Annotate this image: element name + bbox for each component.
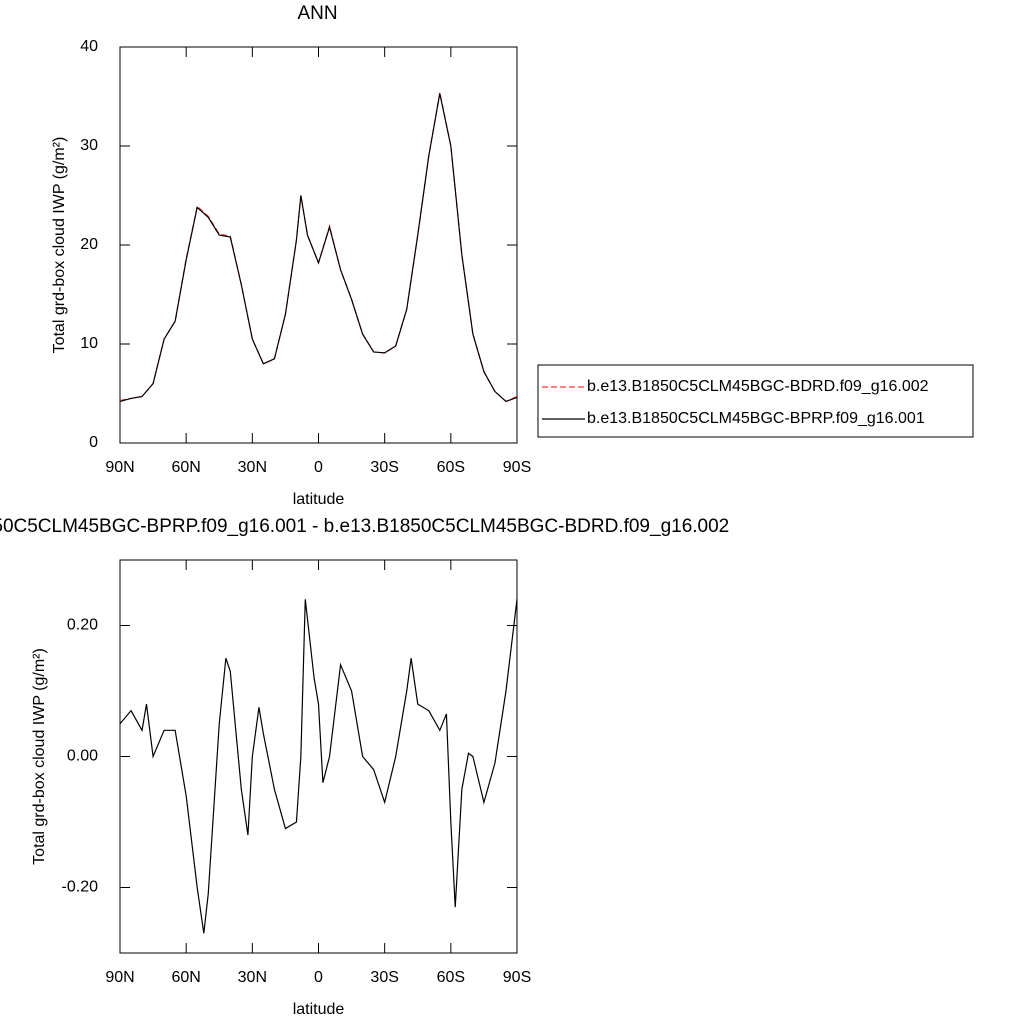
x-tick-label: 60S xyxy=(437,459,465,476)
x-tick-label: 90N xyxy=(105,459,134,476)
legend-box xyxy=(537,364,974,438)
y-tick-label: 40 xyxy=(80,38,98,55)
y-tick-label: 0.20 xyxy=(67,617,98,634)
x-tick-label: 90S xyxy=(503,969,531,986)
x-tick-label: 30S xyxy=(370,969,398,986)
y-tick-label: 30 xyxy=(80,137,98,154)
x-tick-label: 30S xyxy=(370,459,398,476)
x-tick-label: 90N xyxy=(105,969,134,986)
y-tick-label: 0 xyxy=(89,434,98,451)
data-line xyxy=(119,93,518,403)
x-tick-label: 30N xyxy=(238,459,267,476)
legend-label: b.e13.B1850C5CLM45BGC-BDRD.f09_g16.002 xyxy=(587,378,929,395)
chart-title: b.e13.B1850C5CLM45BGC-BPRP.f09_g16.001 -… xyxy=(0,516,729,537)
x-tick-label: 60N xyxy=(171,969,200,986)
x-tick-label: 0 xyxy=(314,459,323,476)
chart-title: ANN xyxy=(297,3,337,24)
data-line xyxy=(119,92,518,403)
y-axis-label: Total grd-box cloud IWP (g/m²) xyxy=(51,137,68,354)
y-axis-label: Total grd-box cloud IWP (g/m²) xyxy=(31,648,48,865)
x-tick-label: 90S xyxy=(503,459,531,476)
y-tick-label: 10 xyxy=(80,335,98,352)
x-tick-label: 0 xyxy=(314,969,323,986)
x-tick-label: 30N xyxy=(238,969,267,986)
x-tick-label: 60N xyxy=(171,459,200,476)
plot-frame xyxy=(119,46,518,444)
x-axis-label: latitude xyxy=(293,491,345,508)
x-tick-label: 60S xyxy=(437,969,465,986)
y-tick-label: -0.20 xyxy=(62,879,99,896)
legend-label: b.e13.B1850C5CLM45BGC-BPRP.f09_g16.001 xyxy=(587,410,925,427)
plot-frame xyxy=(119,559,518,954)
x-axis-label: latitude xyxy=(293,1001,345,1018)
data-line xyxy=(119,599,518,934)
y-tick-label: 20 xyxy=(80,236,98,253)
y-tick-label: 0.00 xyxy=(67,748,98,765)
